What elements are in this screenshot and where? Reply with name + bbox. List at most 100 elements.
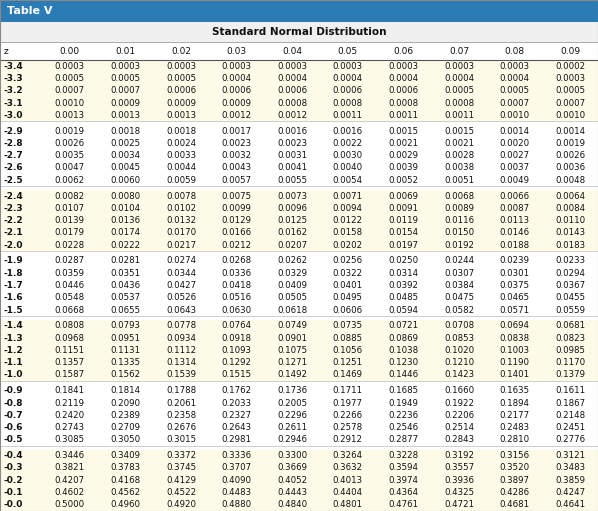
Text: 0.0721: 0.0721	[388, 321, 419, 330]
Text: 0.0075: 0.0075	[221, 192, 252, 200]
Text: 0.0047: 0.0047	[55, 164, 85, 172]
Text: 0.0537: 0.0537	[111, 293, 141, 303]
Text: 0.1401: 0.1401	[499, 370, 530, 380]
Text: 0.2514: 0.2514	[444, 423, 474, 432]
Bar	[0, 292, 598, 304]
Text: 0.0375: 0.0375	[499, 281, 530, 290]
Text: 0.0019: 0.0019	[555, 139, 585, 148]
Text: 0.1685: 0.1685	[388, 386, 419, 396]
Text: 0.0033: 0.0033	[166, 151, 196, 160]
Bar	[0, 122, 598, 125]
Text: 0.0004: 0.0004	[221, 74, 252, 83]
Text: 0.3821: 0.3821	[55, 463, 85, 473]
Text: 0.0351: 0.0351	[111, 269, 141, 277]
Text: 0.0384: 0.0384	[444, 281, 474, 290]
Text: 0.0021: 0.0021	[388, 139, 419, 148]
Text: 0.3783: 0.3783	[111, 463, 141, 473]
Text: 0.0003: 0.0003	[332, 62, 363, 71]
Text: 0.1894: 0.1894	[499, 399, 530, 408]
Text: 0.3264: 0.3264	[332, 451, 363, 460]
Text: 0.0048: 0.0048	[555, 176, 585, 184]
Text: 0.0004: 0.0004	[499, 74, 530, 83]
Text: 0.1711: 0.1711	[332, 386, 363, 396]
Text: 0.0436: 0.0436	[111, 281, 141, 290]
Text: 0.0016: 0.0016	[277, 127, 307, 135]
Text: 0.0006: 0.0006	[221, 86, 252, 95]
Text: 0.0918: 0.0918	[222, 334, 252, 343]
Text: 0.0096: 0.0096	[277, 204, 307, 213]
Text: 0.0036: 0.0036	[555, 164, 585, 172]
Text: 0.2483: 0.2483	[499, 423, 530, 432]
Bar	[0, 227, 598, 239]
Text: 0.1446: 0.1446	[388, 370, 419, 380]
Bar	[0, 446, 598, 450]
Text: 0.0003: 0.0003	[555, 74, 585, 83]
Text: 0.0041: 0.0041	[277, 164, 307, 172]
Text: 0.0038: 0.0038	[444, 164, 474, 172]
Text: 0.3228: 0.3228	[388, 451, 419, 460]
Text: 0.3669: 0.3669	[277, 463, 307, 473]
Bar	[0, 422, 598, 434]
Text: 0.0495: 0.0495	[333, 293, 363, 303]
Bar	[0, 72, 598, 85]
Bar	[0, 202, 598, 215]
Text: 0.2676: 0.2676	[166, 423, 196, 432]
Text: 0.0985: 0.0985	[555, 346, 585, 355]
Text: 0.0003: 0.0003	[277, 62, 307, 71]
Bar	[0, 304, 598, 316]
Text: 0.3483: 0.3483	[555, 463, 585, 473]
Text: 0.0708: 0.0708	[444, 321, 474, 330]
Text: 0.0594: 0.0594	[388, 306, 419, 315]
Text: 0.4562: 0.4562	[111, 488, 141, 497]
Text: -2.0: -2.0	[4, 241, 23, 250]
Text: 0.0301: 0.0301	[499, 269, 530, 277]
Text: 0.1271: 0.1271	[277, 358, 307, 367]
Text: 0.0427: 0.0427	[166, 281, 196, 290]
Text: 0.07: 0.07	[449, 47, 469, 56]
Text: 0.0287: 0.0287	[55, 257, 85, 265]
Text: 0.0022: 0.0022	[332, 139, 363, 148]
Text: 0.0202: 0.0202	[332, 241, 363, 250]
Text: 0.0125: 0.0125	[277, 216, 307, 225]
Text: 0.3336: 0.3336	[221, 451, 252, 460]
Text: 0.0019: 0.0019	[55, 127, 85, 135]
Text: 0.1335: 0.1335	[111, 358, 141, 367]
Text: 0.0392: 0.0392	[388, 281, 419, 290]
Bar	[0, 332, 598, 344]
Text: 0.0778: 0.0778	[166, 321, 196, 330]
Text: 0.0359: 0.0359	[55, 269, 85, 277]
Text: 0.1075: 0.1075	[277, 346, 307, 355]
Text: 0.4880: 0.4880	[221, 500, 252, 509]
Text: 0.0505: 0.0505	[277, 293, 307, 303]
Text: 0.3745: 0.3745	[166, 463, 196, 473]
Bar	[0, 190, 598, 202]
Text: 0.1587: 0.1587	[55, 370, 85, 380]
Text: -1.2: -1.2	[4, 346, 24, 355]
Text: 0.0005: 0.0005	[499, 86, 530, 95]
Text: 0.0073: 0.0073	[277, 192, 307, 200]
Text: 0.0606: 0.0606	[332, 306, 363, 315]
Text: 0.3974: 0.3974	[388, 476, 419, 485]
Text: 0.0681: 0.0681	[555, 321, 585, 330]
Text: 0.0007: 0.0007	[499, 99, 530, 107]
Text: 0.0009: 0.0009	[166, 99, 196, 107]
Text: 0.1251: 0.1251	[332, 358, 363, 367]
Text: 0.0005: 0.0005	[55, 74, 85, 83]
Text: 0.0054: 0.0054	[332, 176, 363, 184]
Text: 0.1131: 0.1131	[111, 346, 141, 355]
Text: -2.4: -2.4	[4, 192, 24, 200]
Text: 0.2090: 0.2090	[111, 399, 141, 408]
Text: 0.0040: 0.0040	[332, 164, 363, 172]
Text: 0.1170: 0.1170	[555, 358, 585, 367]
Bar	[0, 187, 598, 190]
Text: 0.1977: 0.1977	[333, 399, 363, 408]
Text: 0.0207: 0.0207	[277, 241, 307, 250]
Text: 0.0026: 0.0026	[555, 151, 585, 160]
Text: 0.06: 0.06	[393, 47, 413, 56]
Bar	[0, 215, 598, 227]
Text: 0.0367: 0.0367	[555, 281, 585, 290]
Text: 0.0015: 0.0015	[444, 127, 474, 135]
Text: 0.0668: 0.0668	[55, 306, 85, 315]
Text: 0.2843: 0.2843	[444, 435, 474, 445]
Bar	[0, 0, 598, 22]
